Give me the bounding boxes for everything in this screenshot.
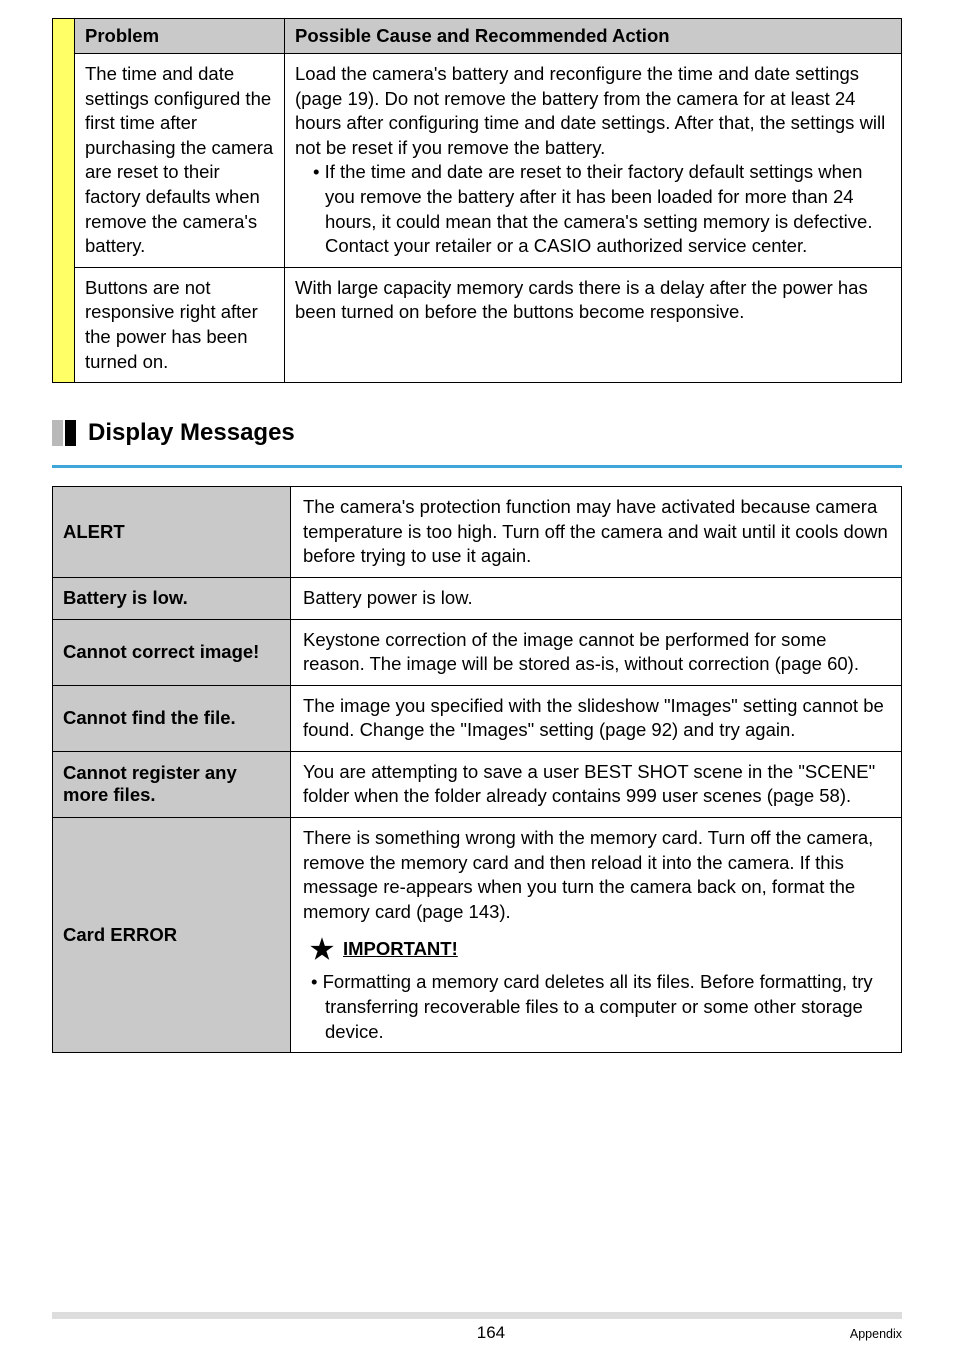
message-desc: Keystone correction of the image cannot …	[291, 619, 902, 685]
action-cell: With large capacity memory cards there i…	[285, 267, 902, 382]
message-label: Card ERROR	[53, 818, 291, 1053]
important-bullet: Formatting a memory card deletes all its…	[325, 970, 889, 1044]
message-label: ALERT	[53, 487, 291, 578]
important-callout: IMPORTANT!	[309, 936, 889, 962]
table-sidebar	[53, 19, 75, 383]
important-label: IMPORTANT!	[343, 937, 458, 962]
table-header-row: Problem Possible Cause and Recommended A…	[53, 19, 902, 54]
important-icon	[309, 936, 335, 962]
table-row: Battery is low. Battery power is low.	[53, 577, 902, 619]
message-label: Battery is low.	[53, 577, 291, 619]
action-bullets: If the time and date are reset to their …	[295, 160, 891, 258]
message-desc: Battery power is low.	[291, 577, 902, 619]
action-cell: Load the camera's battery and reconfigur…	[285, 54, 902, 268]
message-desc: You are attempting to save a user BEST S…	[291, 751, 902, 817]
message-desc: The camera's protection function may hav…	[291, 487, 902, 578]
action-lead: With large capacity memory cards there i…	[295, 277, 868, 323]
messages-table: ALERT The camera's protection function m…	[52, 486, 902, 1053]
section-bars-icon	[52, 420, 78, 446]
table-row: The time and date settings configured th…	[53, 54, 902, 268]
page: Problem Possible Cause and Recommended A…	[0, 0, 954, 1357]
table-row: Buttons are not responsive right after t…	[53, 267, 902, 382]
table-row: Cannot register any more files. You are …	[53, 751, 902, 817]
section-heading: Display Messages	[52, 419, 902, 447]
message-label: Cannot find the file.	[53, 685, 291, 751]
table-row: ALERT The camera's protection function m…	[53, 487, 902, 578]
page-number: 164	[477, 1323, 505, 1343]
footer-line: 164 Appendix	[52, 1323, 902, 1343]
message-label: Cannot correct image!	[53, 619, 291, 685]
message-desc: The image you specified with the slidesh…	[291, 685, 902, 751]
action-bullet: If the time and date are reset to their …	[313, 160, 891, 258]
important-bullets: Formatting a memory card deletes all its…	[303, 970, 889, 1044]
section-underline	[52, 465, 902, 468]
message-desc-complex: There is something wrong with the memory…	[291, 818, 902, 1053]
problem-cell: Buttons are not responsive right after t…	[75, 267, 285, 382]
message-label: Cannot register any more files.	[53, 751, 291, 817]
footer-section-label: Appendix	[850, 1327, 902, 1341]
table-row: Cannot find the file. The image you spec…	[53, 685, 902, 751]
message-desc: There is something wrong with the memory…	[303, 827, 873, 922]
col-header-problem: Problem	[75, 19, 285, 54]
problem-cell: The time and date settings configured th…	[75, 54, 285, 268]
action-lead: Load the camera's battery and reconfigur…	[295, 63, 885, 158]
col-header-action: Possible Cause and Recommended Action	[285, 19, 902, 54]
page-footer: 164 Appendix	[0, 1312, 954, 1343]
table-row: Card ERROR There is something wrong with…	[53, 818, 902, 1053]
footer-rule	[52, 1312, 902, 1319]
section-title: Display Messages	[88, 419, 295, 447]
table-row: Cannot correct image! Keystone correctio…	[53, 619, 902, 685]
troubleshoot-table: Problem Possible Cause and Recommended A…	[52, 18, 902, 383]
